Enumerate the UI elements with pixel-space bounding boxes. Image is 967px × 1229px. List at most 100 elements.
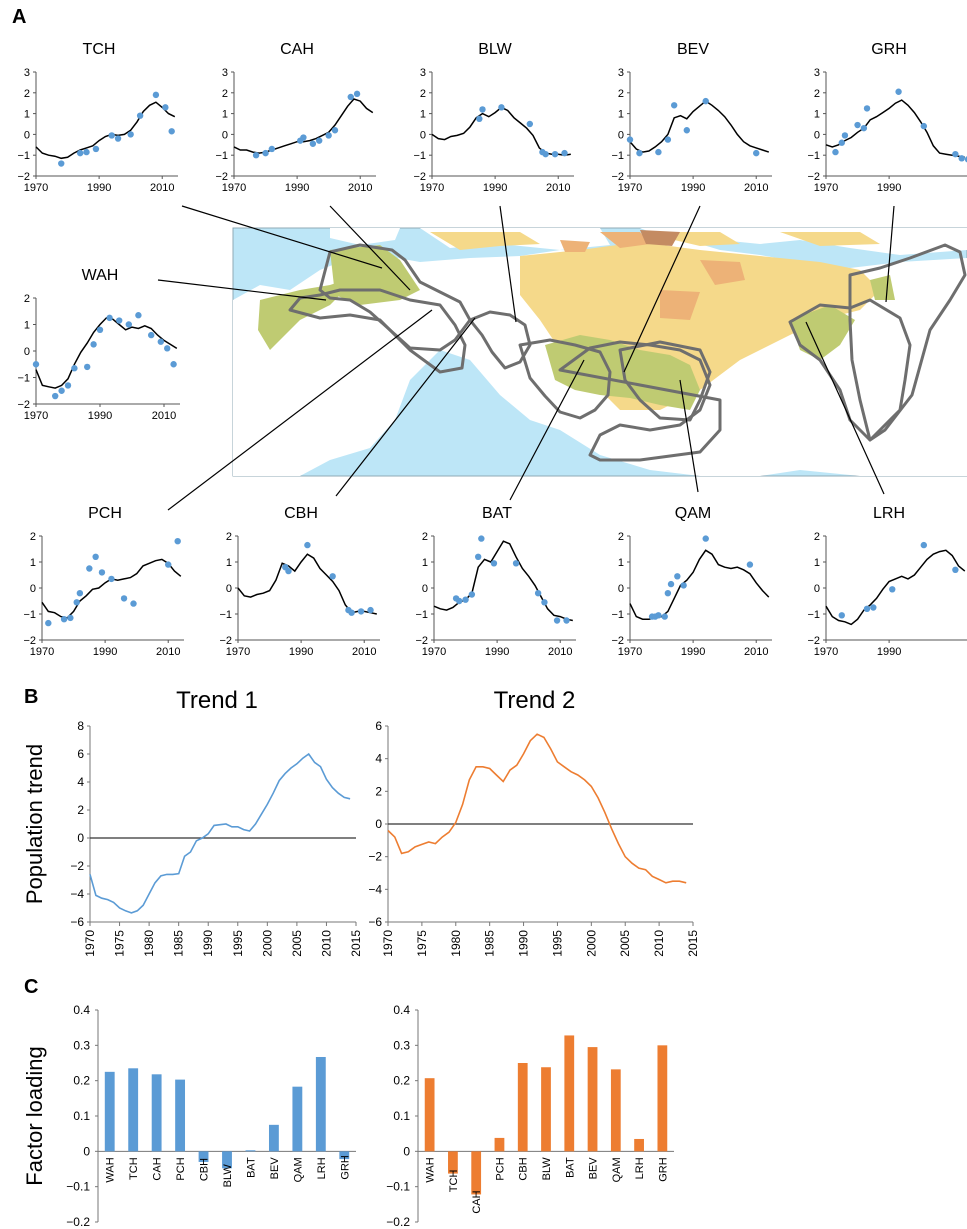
y-tick-label: −2 (415, 635, 428, 647)
y-tick-label: 0 (375, 817, 382, 831)
data-point (329, 573, 336, 580)
data-point (58, 387, 65, 394)
mini-title: BLW (478, 41, 512, 58)
trend-line (233, 98, 374, 154)
data-point (331, 127, 339, 134)
y-tick-label: 2 (30, 531, 36, 543)
mini-title: BAT (482, 505, 512, 522)
data-point (462, 596, 469, 603)
data-point (300, 134, 307, 141)
y-tick-label: −2 (70, 859, 84, 873)
category-label: WAH (105, 1157, 117, 1182)
data-point (863, 105, 871, 112)
leader-line (181, 205, 383, 269)
data-point (152, 91, 160, 99)
data-point (136, 112, 144, 119)
x-tick-label: 1980 (142, 930, 156, 957)
data-point (563, 617, 570, 624)
data-point (478, 535, 485, 542)
data-point (73, 599, 80, 606)
bar-cah (471, 1151, 482, 1195)
y-tick-label: 0 (24, 346, 30, 358)
x-tick-label: 1970 (83, 930, 97, 957)
x-tick-label: 2000 (584, 930, 598, 957)
data-point (71, 365, 78, 372)
mini-chart-cbh: CBH −2 −1 0 1 2 1970 1990 2010 (219, 505, 380, 658)
x-tick-label: 1990 (517, 930, 531, 957)
data-point (108, 132, 115, 139)
data-point (353, 90, 361, 98)
category-label: WAH (425, 1157, 437, 1182)
x-tick-label: 1990 (93, 646, 117, 658)
mini-chart-pch: PCH −2 −1 0 1 2 1970 1990 2010 (23, 505, 184, 658)
category-label: CAH (152, 1157, 164, 1180)
data-point (58, 160, 65, 167)
category-label: BAT (245, 1157, 257, 1178)
data-point (832, 148, 839, 156)
y-tick-label: 1 (30, 557, 36, 569)
y-tick-label: 1 (226, 557, 232, 569)
map-herd-boundaries (288, 243, 967, 462)
leader-line (679, 379, 699, 493)
x-tick-label: 1970 (814, 646, 838, 658)
leader-line (335, 317, 476, 497)
data-point (561, 149, 568, 157)
x-tick-label: 2015 (686, 930, 700, 957)
bar-bat (564, 1035, 575, 1152)
trend-chart-trend2: Trend 2 −6 −4 −2 0 2 4 6 1970 1975 1980 1985 1990 199… (368, 687, 700, 957)
mini-title: WAH (82, 267, 119, 284)
y-tick-label: 0.1 (73, 1109, 90, 1123)
data-point (838, 139, 845, 146)
data-point (252, 152, 260, 159)
y-tick-label: 2 (375, 784, 382, 798)
x-tick-label: 2015 (349, 930, 363, 957)
bar-cbh (198, 1151, 209, 1162)
data-point (164, 345, 171, 352)
x-tick-label: 1970 (24, 410, 48, 422)
herd-range-map (232, 227, 967, 477)
panel-label-c: C (24, 976, 39, 998)
y-tick-label: 2 (222, 88, 228, 100)
category-label: CBH (199, 1158, 211, 1181)
y-tick-label: 1 (814, 109, 820, 121)
trend-title: Trend 1 (176, 687, 258, 714)
y-tick-label: 0.3 (73, 1038, 90, 1052)
data-point (90, 341, 97, 348)
mini-title: QAM (675, 505, 711, 522)
bar-tch (128, 1068, 139, 1152)
data-point (125, 321, 132, 328)
data-point (76, 149, 84, 157)
y-tick-label: −2 (611, 171, 624, 183)
bar-pch (175, 1079, 186, 1152)
leader-line (623, 205, 701, 373)
trend-line (629, 549, 770, 620)
y-tick-label: 1 (24, 109, 30, 121)
x-tick-label: 1990 (201, 930, 215, 957)
data-point (952, 566, 959, 573)
y-tick-label: −6 (70, 915, 84, 929)
y-tick-label: −2 (807, 635, 820, 647)
y-tick-label: 1 (618, 557, 624, 569)
category-label: CAH (471, 1190, 483, 1213)
y-tick-label: 0 (83, 1144, 90, 1158)
y-tick-label: 8 (77, 719, 84, 733)
data-point (534, 590, 542, 597)
y-tick-label: 2 (422, 531, 428, 543)
y-tick-label: −2 (368, 850, 382, 864)
category-label: GRH (339, 1155, 351, 1180)
mini-chart-bev: BEV −2 −1 0 1 2 3 1970 1990 2010 (611, 41, 772, 194)
y-tick-label: −1 (807, 150, 820, 162)
x-tick-label: 1990 (285, 182, 309, 194)
data-point (542, 150, 549, 158)
x-tick-label: 1970 (420, 182, 444, 194)
y-tick-label: 0.1 (393, 1109, 410, 1123)
y-tick-label: 2 (77, 803, 84, 817)
data-point (702, 97, 709, 105)
y-tick-label: 3 (222, 67, 228, 79)
data-point (551, 150, 559, 158)
data-point (553, 617, 561, 624)
data-point (655, 148, 662, 156)
bar-cah (151, 1074, 162, 1152)
y-tick-label: 1 (420, 109, 426, 121)
data-point (262, 149, 269, 157)
